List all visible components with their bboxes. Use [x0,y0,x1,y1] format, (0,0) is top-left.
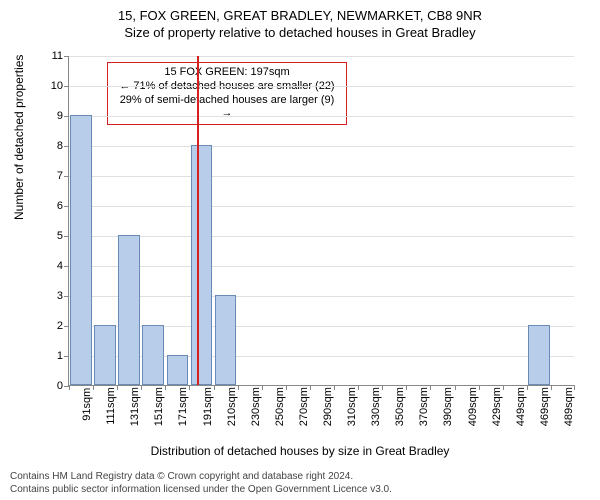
xtick-mark [382,385,383,390]
gridline [69,56,574,57]
gridline [69,146,574,147]
xtick-mark [238,385,239,390]
xtick-label: 290sqm [322,371,334,410]
xtick-label: 310sqm [346,371,358,410]
xtick-label: 429sqm [491,371,503,410]
histogram-bar [118,235,140,385]
xtick-mark [93,385,94,390]
xtick-mark [334,385,335,390]
ytick-label: 2 [57,320,63,332]
gridline [69,236,574,237]
histogram-bar [191,145,213,385]
ytick-label: 7 [57,170,63,182]
chart-title-line2: Size of property relative to detached ho… [0,25,600,40]
ytick-mark [64,206,69,207]
xtick-mark [214,385,215,390]
ytick-mark [64,296,69,297]
xtick-mark [574,385,575,390]
ytick-mark [64,236,69,237]
ytick-label: 11 [52,50,63,62]
ytick-mark [64,116,69,117]
ytick-mark [64,356,69,357]
histogram-bar [167,355,189,385]
gridline [69,266,574,267]
ytick-mark [64,266,69,267]
xtick-mark [430,385,431,390]
xtick-mark [286,385,287,390]
xtick-mark [69,385,70,390]
ytick-label: 6 [57,200,63,212]
histogram-bar [94,325,116,385]
xtick-mark [189,385,190,390]
annotation-line1: 15 FOX GREEN: 197sqm [114,66,340,80]
histogram-bar [142,325,164,385]
ytick-label: 8 [57,140,63,152]
x-axis-label: Distribution of detached houses by size … [0,444,600,458]
ytick-label: 4 [57,260,63,272]
xtick-mark [551,385,552,390]
xtick-label: 489sqm [563,371,575,410]
xtick-label: 390sqm [442,371,454,410]
footer-line1: Contains HM Land Registry data © Crown c… [10,471,392,484]
ytick-mark [64,86,69,87]
ytick-label: 0 [57,380,63,392]
chart-plot-area: 15 FOX GREEN: 197sqm ← 71% of detached h… [68,56,574,386]
ytick-mark [64,326,69,327]
xtick-label: 350sqm [394,371,406,410]
xtick-mark [141,385,142,390]
xtick-label: 270sqm [298,371,310,410]
gridline [69,296,574,297]
gridline [69,86,574,87]
xtick-mark [117,385,118,390]
xtick-mark [479,385,480,390]
y-axis-label: Number of detached properties [12,55,26,220]
xtick-mark [503,385,504,390]
histogram-bar [70,115,92,385]
xtick-label: 449sqm [515,371,527,410]
xtick-label: 330sqm [370,371,382,410]
gridline [69,176,574,177]
histogram-bar [528,325,550,385]
xtick-mark [527,385,528,390]
ytick-mark [64,146,69,147]
xtick-mark [165,385,166,390]
ytick-label: 9 [57,110,63,122]
chart-title-block: 15, FOX GREEN, GREAT BRADLEY, NEWMARKET,… [0,0,600,40]
xtick-mark [262,385,263,390]
ytick-label: 3 [57,290,63,302]
footer-attribution: Contains HM Land Registry data © Crown c… [10,471,392,496]
subject-marker-line [197,56,199,385]
xtick-label: 230sqm [250,371,262,410]
ytick-label: 10 [51,80,63,92]
ytick-label: 5 [57,230,63,242]
histogram-bar [215,295,237,385]
chart-title-line1: 15, FOX GREEN, GREAT BRADLEY, NEWMARKET,… [0,8,600,23]
ytick-mark [64,56,69,57]
xtick-mark [455,385,456,390]
footer-line2: Contains public sector information licen… [10,484,392,497]
ytick-label: 1 [57,350,63,362]
xtick-label: 409sqm [467,371,479,410]
gridline [69,116,574,117]
xtick-label: 250sqm [274,371,286,410]
gridline [69,206,574,207]
xtick-mark [358,385,359,390]
xtick-mark [406,385,407,390]
xtick-mark [310,385,311,390]
xtick-label: 370sqm [418,371,430,410]
ytick-mark [64,176,69,177]
